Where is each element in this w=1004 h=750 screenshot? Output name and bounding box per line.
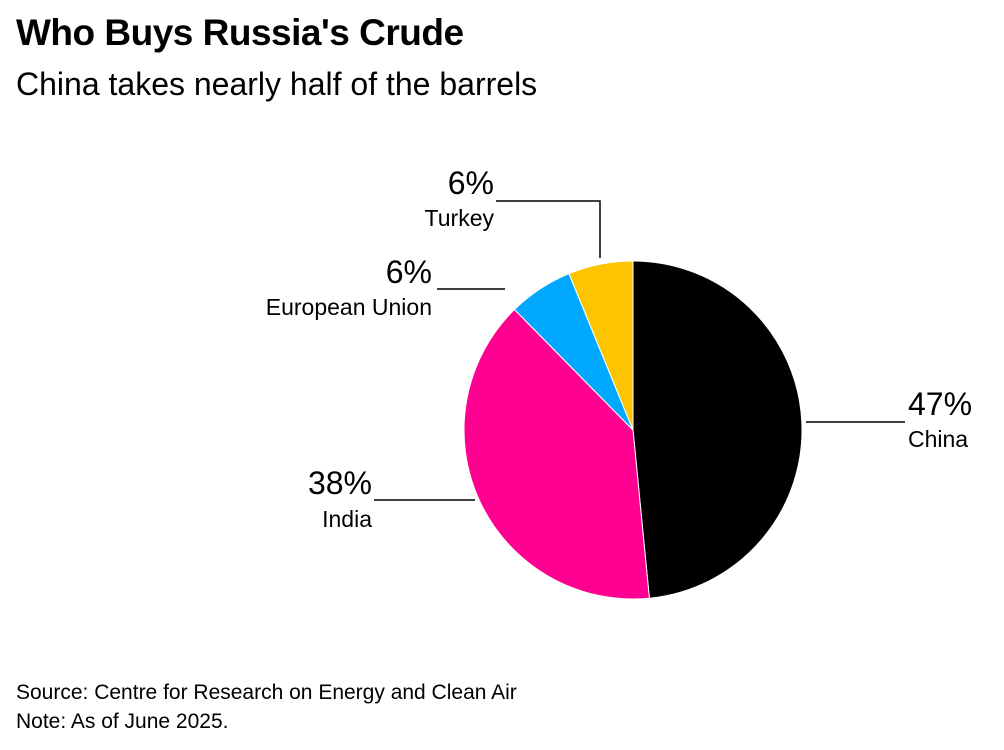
date-note: Note: As of June 2025.	[16, 710, 229, 733]
chart-title: Who Buys Russia's Crude	[16, 12, 464, 53]
data-label-name-european-union: European Union	[266, 294, 432, 320]
data-label-value-india: 38%	[308, 465, 372, 501]
source-note: Source: Centre for Research on Energy an…	[16, 681, 517, 704]
chart-subtitle: China takes nearly half of the barrels	[16, 66, 538, 102]
data-label-name-india: India	[322, 506, 372, 532]
chart-footer: Source: Centre for Research on Energy an…	[16, 678, 517, 736]
pie-slice-india	[463, 308, 650, 600]
pie-slice-china	[632, 260, 803, 599]
pie-slice-turkey	[568, 260, 634, 431]
data-label-value-european-union: 6%	[386, 254, 432, 290]
data-label-name-turkey: Turkey	[425, 205, 495, 231]
leader-line-turkey	[496, 200, 601, 258]
data-label-value-turkey: 6%	[448, 165, 494, 201]
data-label-value-china: 47%	[908, 386, 972, 422]
data-label-name-china: China	[908, 426, 968, 452]
